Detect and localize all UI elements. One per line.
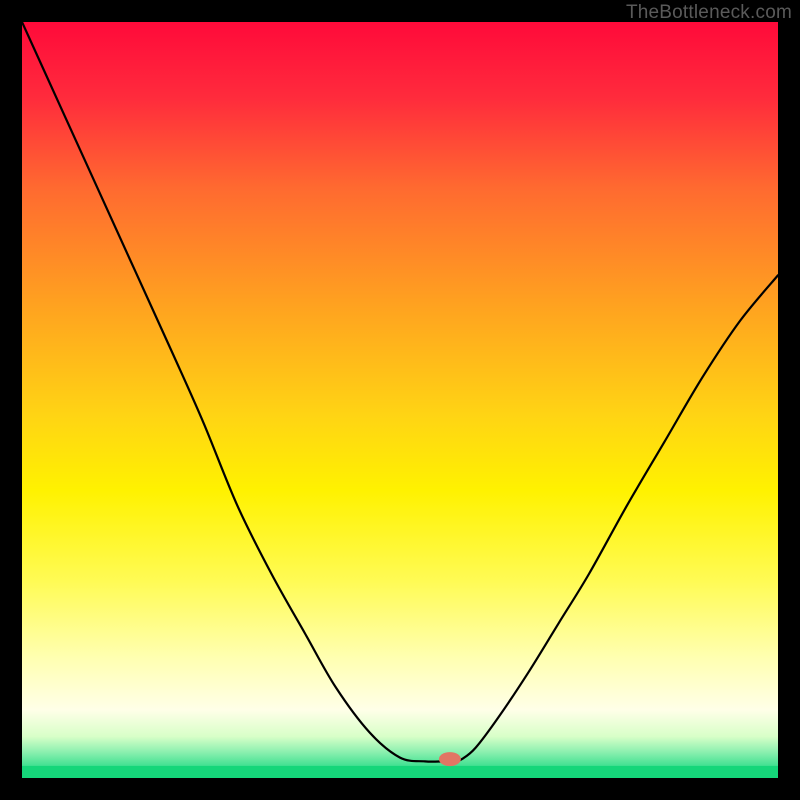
- plot-area: [22, 22, 778, 778]
- green-bottom-band: [22, 766, 778, 778]
- optimal-point-marker: [439, 752, 461, 766]
- watermark-label: TheBottleneck.com: [626, 2, 792, 24]
- bottleneck-curve-chart: [22, 22, 778, 778]
- chart-frame: TheBottleneck.com: [0, 0, 800, 800]
- gradient-background: [22, 22, 778, 778]
